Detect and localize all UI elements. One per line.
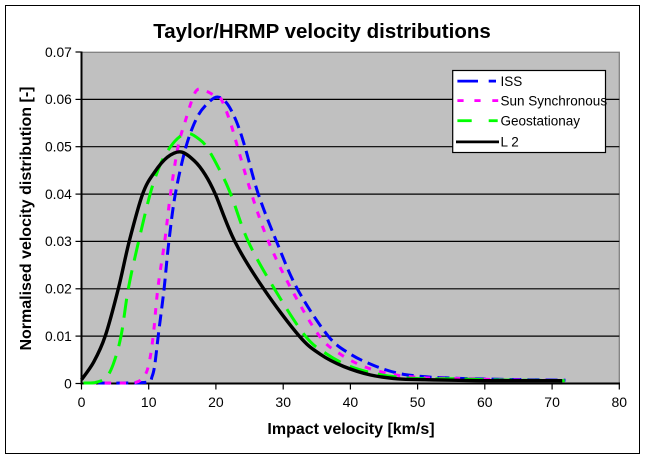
svg-text:0: 0 [78, 394, 86, 410]
svg-text:60: 60 [477, 394, 493, 410]
svg-text:80: 80 [612, 394, 628, 410]
svg-text:30: 30 [275, 394, 291, 410]
svg-text:Sun Synchronous: Sun Synchronous [501, 93, 608, 108]
svg-text:10: 10 [141, 394, 157, 410]
svg-text:0.04: 0.04 [45, 187, 72, 202]
svg-text:Taylor/HRMP velocity distribut: Taylor/HRMP velocity distributions [153, 20, 491, 43]
svg-text:ISS: ISS [501, 74, 523, 89]
svg-text:L 2: L 2 [501, 135, 519, 150]
svg-text:Geostationay: Geostationay [501, 113, 581, 128]
svg-text:0.01: 0.01 [45, 329, 72, 344]
svg-text:50: 50 [410, 394, 426, 410]
svg-text:Normalised velocity distributi: Normalised velocity distribution [-] [18, 86, 35, 350]
svg-text:20: 20 [208, 394, 224, 410]
svg-text:0.07: 0.07 [45, 45, 72, 60]
svg-text:40: 40 [343, 394, 359, 410]
svg-text:0.02: 0.02 [45, 282, 72, 297]
svg-text:0.06: 0.06 [45, 92, 72, 107]
svg-text:0.05: 0.05 [45, 140, 72, 155]
svg-text:Impact velocity [km/s]: Impact velocity [km/s] [267, 421, 434, 438]
svg-text:0: 0 [64, 376, 72, 391]
svg-text:0.03: 0.03 [45, 234, 72, 249]
svg-text:70: 70 [544, 394, 560, 410]
